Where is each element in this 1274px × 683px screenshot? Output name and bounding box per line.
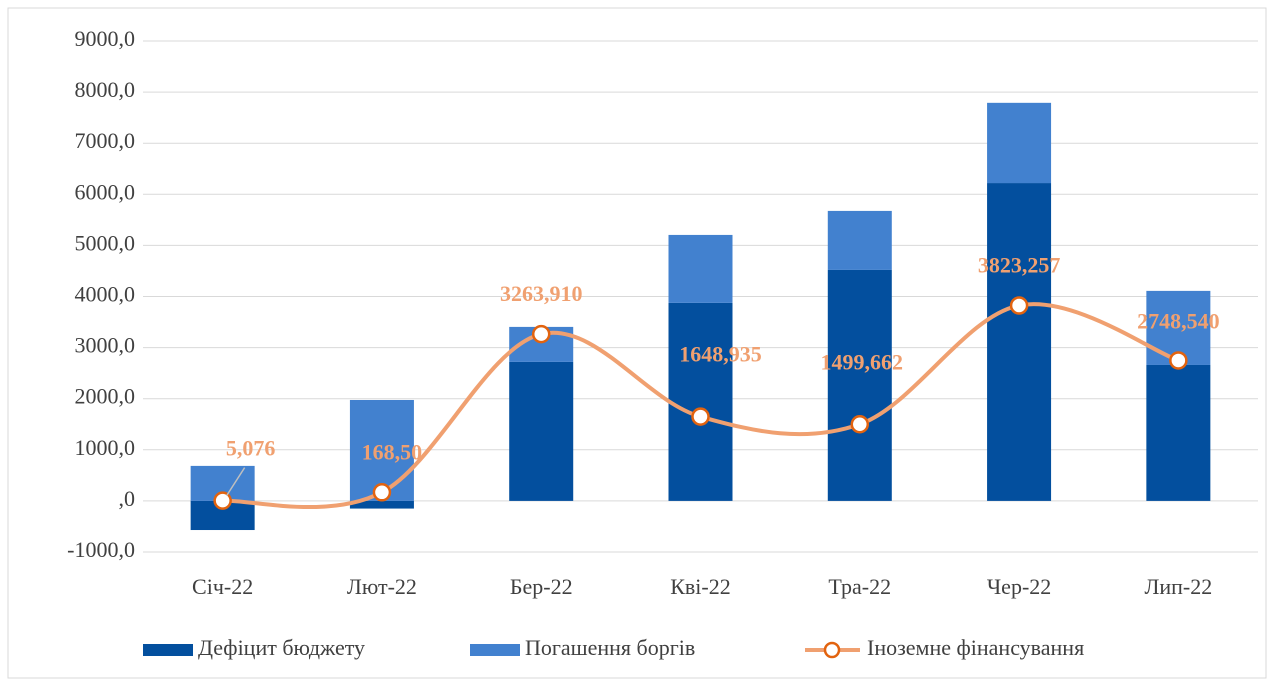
x-tick-label: Бер-22: [510, 574, 573, 599]
y-tick-label: 9000,0: [75, 26, 136, 51]
y-tick-label: 7000,0: [75, 128, 136, 153]
line-marker: [531, 324, 551, 344]
data-label: 1648,935: [679, 342, 762, 367]
line-marker: [372, 483, 392, 502]
line-marker: [850, 415, 870, 434]
bar: [509, 361, 574, 501]
leader-line: [226, 467, 246, 497]
x-tick-label: Чер-22: [987, 574, 1051, 599]
bar: [827, 210, 892, 270]
x-tick-label: Лют-22: [347, 574, 417, 599]
bar: [668, 302, 733, 501]
chart-border: [7, 7, 1267, 679]
line-marker: [1009, 296, 1029, 315]
x-tick-label: Січ-22: [192, 574, 253, 599]
y-tick-label: -1000,0: [67, 537, 135, 562]
line-marker: [691, 407, 710, 426]
y-tick-label: 6000,0: [75, 179, 136, 204]
line-marker: [1169, 351, 1188, 370]
data-label: 2748,540: [1137, 308, 1220, 333]
x-tick-label: Кві-22: [670, 574, 731, 599]
data-label: 3263,910: [500, 281, 583, 306]
x-tick-label: Лип-22: [1144, 574, 1212, 599]
bar: [827, 269, 892, 501]
y-tick-label: 1000,0: [75, 435, 136, 460]
legend-marker: [823, 641, 841, 659]
y-tick-label: ,0: [119, 486, 136, 511]
data-label: 3823,257: [978, 253, 1061, 278]
x-tick-label: Тра-22: [828, 574, 891, 599]
data-label: 168,50: [362, 439, 423, 464]
y-tick-label: 5000,0: [75, 230, 136, 255]
y-tick-label: 4000,0: [75, 282, 136, 307]
data-label: 5,076: [226, 436, 276, 461]
y-tick-label: 8000,0: [75, 77, 136, 102]
y-tick-label: 2000,0: [75, 384, 136, 409]
bar: [1146, 364, 1211, 501]
line-marker: [213, 491, 232, 510]
bar: [987, 183, 1052, 501]
bar: [668, 234, 733, 303]
data-label: 1499,662: [821, 349, 904, 374]
legend-swatch: [470, 644, 520, 656]
bar: [987, 102, 1052, 184]
legend-label: Дефіцит бюджету: [198, 635, 365, 660]
legend-label: Погашення боргів: [525, 635, 695, 660]
legend-label: Іноземне фінансування: [867, 635, 1084, 660]
legend-swatch: [143, 644, 193, 656]
bar: [349, 500, 414, 509]
y-tick-label: 3000,0: [75, 333, 136, 358]
